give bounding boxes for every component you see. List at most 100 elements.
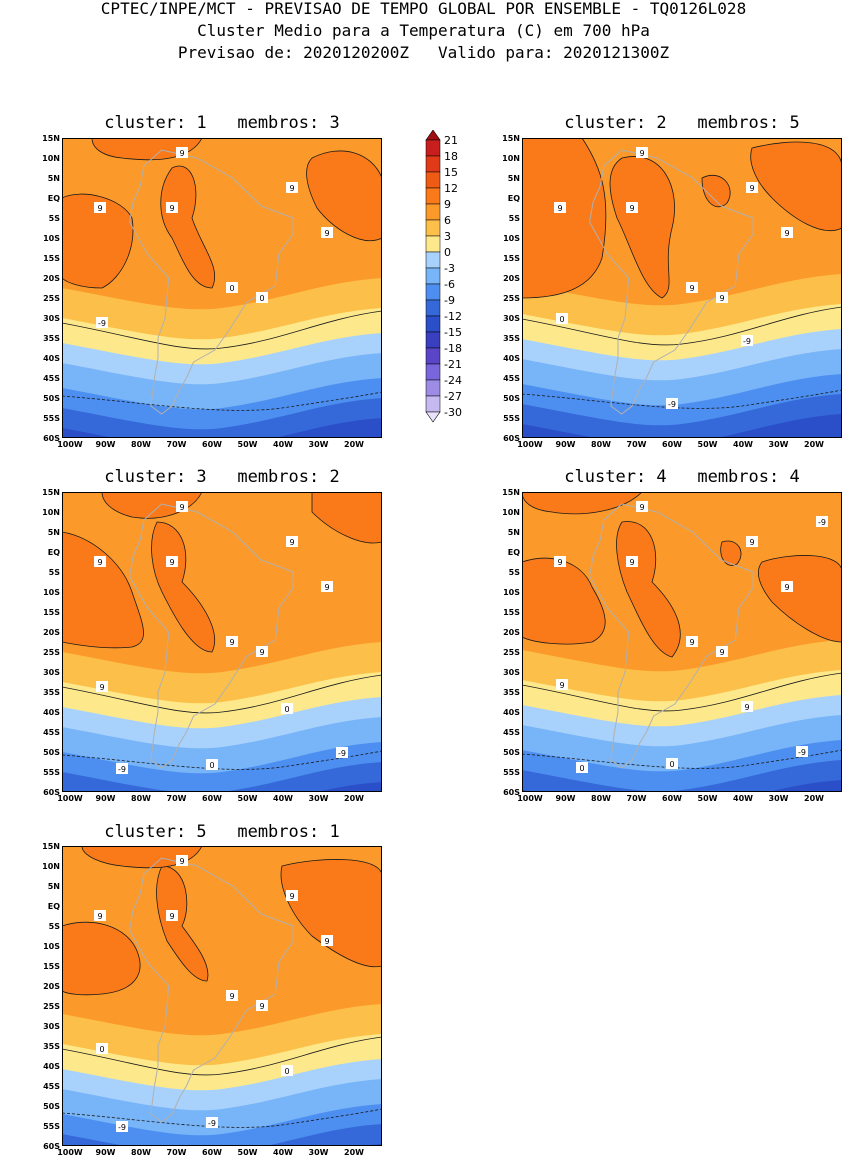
colorbar-level-label: 6 <box>444 214 451 227</box>
contour-label: -9 <box>336 747 348 758</box>
contour-label: -9 <box>741 335 753 346</box>
colorbar-level-label: 0 <box>444 246 451 259</box>
panel-4-title: cluster: 4 membros: 4 <box>564 467 800 487</box>
lon-tick-label: 30W <box>308 440 329 449</box>
contour-label: 9 <box>94 202 106 213</box>
contour-label: -9 <box>816 516 828 527</box>
colorbar-level-label: -9 <box>444 294 455 307</box>
coastline <box>129 149 294 415</box>
lat-tick-label: 10N <box>42 154 60 163</box>
contour-label: 9 <box>554 202 566 213</box>
lon-tick-label: 30W <box>768 794 789 803</box>
lat-tick-label: EQ <box>507 194 520 203</box>
colorbar-level-label: -30 <box>444 406 462 419</box>
lat-tick-label: 45S <box>503 728 520 737</box>
minus9-contour <box>522 749 842 769</box>
contour-label-text: -9 <box>798 748 806 757</box>
contour-label: 0 <box>281 1065 293 1076</box>
contour-label: 9 <box>176 501 188 512</box>
lat-tick-label: 25S <box>43 648 60 657</box>
contour-label-text: 9 <box>97 204 102 213</box>
colorbar-level-label: -12 <box>444 310 462 323</box>
lon-tick-label: 40W <box>273 794 293 803</box>
lon-tick-label: 60W <box>202 440 222 449</box>
colorbar-swatch <box>425 283 441 301</box>
lat-tick-label: 35S <box>503 334 520 343</box>
lon-tick-label: 90W <box>555 794 576 803</box>
lon-tick-label: 60W <box>202 794 222 803</box>
contour-label: 0 <box>226 282 238 293</box>
contour-label-text: 9 <box>784 583 789 592</box>
contour-label-text: 9 <box>289 184 294 193</box>
lat-tick-label: EQ <box>47 548 60 557</box>
lat-tick-label: 55S <box>503 414 520 423</box>
header-line-3: Previsao de: 2020120200Z Valido para: 20… <box>177 43 670 62</box>
lat-tick-label: 10S <box>503 588 520 597</box>
coastline <box>129 857 294 1123</box>
contour-label-text: 0 <box>99 1045 104 1054</box>
colorbar-swatch <box>425 203 441 221</box>
contour-label: 9 <box>741 701 753 712</box>
colorbar-level-label: 9 <box>444 198 451 211</box>
coastline <box>589 503 754 769</box>
colorbar-level-label: -3 <box>444 262 455 275</box>
lon-tick-label: 90W <box>95 440 116 449</box>
warm-region <box>62 193 134 289</box>
lon-tick-label: 50W <box>697 440 718 449</box>
contour-label-text: 9 <box>629 558 634 567</box>
lat-tick-label: 55S <box>503 768 520 777</box>
contour-label: 9 <box>746 536 758 547</box>
colorbar-swatch <box>425 315 441 333</box>
contour-label: 9 <box>321 227 333 238</box>
contour-label-text: 9 <box>324 229 329 238</box>
contour-label-text: 9 <box>749 538 754 547</box>
contour-label: 9 <box>686 636 698 647</box>
panel-3-title: cluster: 3 membros: 2 <box>104 467 340 487</box>
minus9-contour <box>522 389 842 409</box>
contour-label-text: 9 <box>259 1002 264 1011</box>
contour-label: 9 <box>226 990 238 1001</box>
lon-tick-label: 100W <box>57 794 83 803</box>
colorbar-level-label: -15 <box>444 326 462 339</box>
temperature-band <box>522 760 842 792</box>
contour-label-text: 9 <box>557 204 562 213</box>
contour-label-text: 9 <box>629 204 634 213</box>
lat-tick-label: 35S <box>43 334 60 343</box>
lat-tick-label: 5N <box>507 174 520 183</box>
contour-label-text: 9 <box>784 229 789 238</box>
lat-tick-label: 20S <box>503 274 520 283</box>
lat-tick-label: 50S <box>43 1102 60 1111</box>
panel-2-title: cluster: 2 membros: 5 <box>564 113 800 133</box>
header-line-2: Cluster Medio para a Temperatura (C) em … <box>197 21 650 40</box>
lat-tick-label: 50S <box>503 394 520 403</box>
colorbar-level-label: -21 <box>444 358 462 371</box>
contour-label-text: 9 <box>289 892 294 901</box>
lat-tick-label: 30S <box>503 314 520 323</box>
lat-tick-label: 15N <box>502 134 520 143</box>
lon-tick-label: 100W <box>57 1148 83 1157</box>
lon-tick-label: 40W <box>273 1148 293 1157</box>
contour-label: 9 <box>166 556 178 567</box>
contour-label-text: 9 <box>99 683 104 692</box>
lon-tick-label: 80W <box>591 794 611 803</box>
lat-tick-label: 40S <box>503 708 520 717</box>
colorbar-level-label: 18 <box>444 150 458 163</box>
contour-label-text: 9 <box>229 992 234 1001</box>
colorbar-swatch <box>425 155 441 173</box>
contour-label-text: 0 <box>559 315 564 324</box>
contour-label-text: 9 <box>324 583 329 592</box>
contour-label-text: 9 <box>559 681 564 690</box>
contour-label: 9 <box>286 536 298 547</box>
lat-tick-label: 5N <box>47 174 60 183</box>
contour-label-text: 9 <box>749 184 754 193</box>
map-frame <box>62 846 382 1146</box>
lat-tick-label: 55S <box>43 768 60 777</box>
contour-label-text: 9 <box>289 538 294 547</box>
lat-tick-label: 20S <box>503 628 520 637</box>
lon-tick-label: 20W <box>804 794 824 803</box>
colorbar-bottom-arrow <box>425 411 441 423</box>
lat-tick-label: 55S <box>43 414 60 423</box>
warm-region <box>62 531 144 649</box>
lat-tick-label: 15S <box>43 962 60 971</box>
colorbar: 21 18 15 12 9 6 3 0 -3 -6 -9 -12 -15 -18 -21 -24 -27 -30 <box>425 130 462 423</box>
